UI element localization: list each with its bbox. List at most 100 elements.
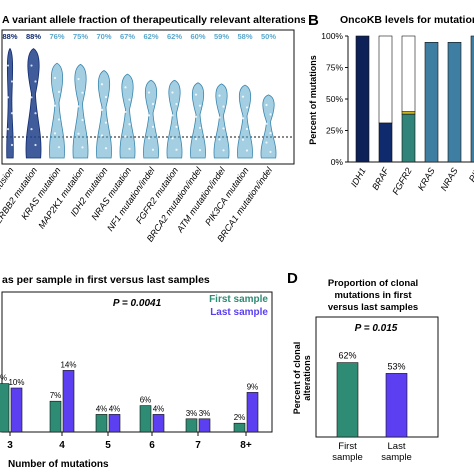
violin-dot bbox=[128, 123, 131, 126]
violin-top-label: 50% bbox=[261, 32, 276, 41]
bar-value-label: 14% bbox=[60, 360, 76, 369]
panel-c-title: as per sample in first versus last sampl… bbox=[2, 274, 210, 286]
violin-dot bbox=[269, 150, 272, 154]
bar-category-label: IDH1 bbox=[349, 166, 368, 189]
violin-dot bbox=[198, 126, 202, 130]
x-category-label: 5 bbox=[105, 440, 111, 451]
violin-top-label: 59% bbox=[214, 32, 229, 41]
panel-b-title: OncoKB levels for mutations bbox=[340, 14, 474, 26]
violin-dot bbox=[57, 146, 61, 149]
x-category-label: 6 bbox=[149, 440, 155, 451]
violin-top-label: 70% bbox=[96, 32, 111, 41]
panel-d-title-line-3: versus last samples bbox=[328, 302, 418, 313]
first-sample-bar bbox=[139, 405, 152, 433]
violin-dot bbox=[265, 122, 268, 125]
violin-dot bbox=[175, 125, 178, 128]
violin-dot bbox=[6, 64, 10, 67]
violin-dot bbox=[245, 106, 249, 109]
panel-d-bars: 62% 53% bbox=[336, 351, 408, 438]
last-sample-bar bbox=[152, 414, 165, 433]
legend-first-sample: First sample bbox=[209, 294, 268, 305]
violin-dot bbox=[151, 125, 155, 128]
violin-top-label: 62% bbox=[143, 32, 158, 41]
violin-dot bbox=[53, 104, 57, 107]
violin-dot bbox=[57, 90, 61, 93]
stacked-bar-segment bbox=[447, 41, 462, 163]
stacked-bar-segment bbox=[355, 35, 370, 163]
bar-value-label: 53% bbox=[387, 361, 405, 371]
violin-shape bbox=[143, 79, 159, 159]
y-tick-label: 75% bbox=[326, 63, 343, 73]
y-tick-label: 50% bbox=[326, 94, 343, 104]
violin-dot bbox=[10, 112, 14, 115]
violin-dot bbox=[81, 146, 84, 149]
violin-shape bbox=[25, 48, 42, 159]
panel-d-title-line-1: Proportion of clonal bbox=[328, 278, 418, 289]
x-category-label: sample bbox=[381, 452, 412, 463]
violin-dot bbox=[147, 114, 151, 117]
violin-dot bbox=[128, 147, 131, 150]
violin-shape bbox=[72, 63, 89, 159]
violin-dot bbox=[77, 77, 80, 81]
violin-top-label: 67% bbox=[120, 32, 135, 41]
violin-dot bbox=[171, 137, 174, 140]
last-sample-bar bbox=[62, 370, 75, 433]
y-tick-label: 25% bbox=[326, 126, 343, 136]
violin-dot bbox=[124, 110, 127, 114]
violin-dot bbox=[222, 105, 225, 108]
violin-dot bbox=[81, 118, 84, 122]
violin-dot bbox=[77, 105, 80, 108]
x-category-label: 4 bbox=[59, 440, 65, 451]
clonal-bar bbox=[336, 362, 359, 438]
bar-value-label: 62% bbox=[338, 351, 356, 361]
violin-dot bbox=[175, 148, 178, 151]
x-category-label: First bbox=[338, 441, 357, 452]
panel-d-y-axis-label-line-2: alterations bbox=[302, 355, 312, 401]
panel-b-category-labels: IDH1 BRAF FGFR2 KRAS NRAS PIK bbox=[349, 165, 474, 196]
bar-category-label: PIK bbox=[467, 165, 474, 183]
violin-dot bbox=[269, 113, 272, 116]
violin-dot bbox=[53, 132, 57, 135]
violin-dot bbox=[171, 114, 174, 117]
violin-shape bbox=[166, 79, 183, 159]
x-category-label: 7 bbox=[195, 440, 201, 451]
violin-dot bbox=[222, 149, 225, 152]
y-tick-label: 0% bbox=[331, 157, 344, 167]
stacked-bar-segment bbox=[470, 35, 474, 163]
violin-dot bbox=[151, 148, 155, 151]
bar-value-label: 4% bbox=[153, 404, 165, 413]
violin-dot bbox=[241, 117, 245, 120]
violin-dot bbox=[147, 137, 151, 140]
violin-top-label: 88% bbox=[2, 32, 17, 41]
violin-dot bbox=[175, 102, 178, 106]
stacked-bar-segment bbox=[378, 35, 393, 124]
violin-dot bbox=[30, 127, 33, 131]
first-sample-bar bbox=[49, 400, 62, 433]
x-category-label: Last bbox=[388, 441, 406, 452]
stacked-bar-segment bbox=[401, 35, 416, 112]
panel-a-plot-frame bbox=[1, 29, 295, 165]
violin-dot bbox=[100, 134, 104, 137]
violin-dot bbox=[6, 96, 10, 99]
clonal-bar bbox=[385, 373, 408, 438]
bar-value-label: 4% bbox=[109, 404, 121, 413]
stacked-bar-segment bbox=[378, 122, 393, 163]
violin-dot bbox=[30, 96, 33, 99]
violin-top-label: 58% bbox=[237, 32, 252, 41]
bar-category-label: FGFR2 bbox=[390, 166, 413, 197]
bar-category-label: NRAS bbox=[439, 166, 460, 193]
violin-dot bbox=[124, 86, 127, 89]
bar-value-label: 3% bbox=[186, 409, 198, 418]
violin-top-label: 88% bbox=[26, 32, 41, 41]
first-sample-bar bbox=[233, 422, 246, 433]
panel-d-y-axis-label-line-1: Percent of clonal bbox=[292, 342, 302, 415]
violin-shape bbox=[237, 84, 253, 159]
violin-dot bbox=[53, 76, 57, 80]
violin-dot bbox=[57, 118, 61, 121]
violin-shape bbox=[213, 83, 230, 159]
first-sample-bar bbox=[95, 414, 108, 433]
last-sample-bar bbox=[10, 387, 23, 433]
violin-shape bbox=[119, 73, 136, 159]
